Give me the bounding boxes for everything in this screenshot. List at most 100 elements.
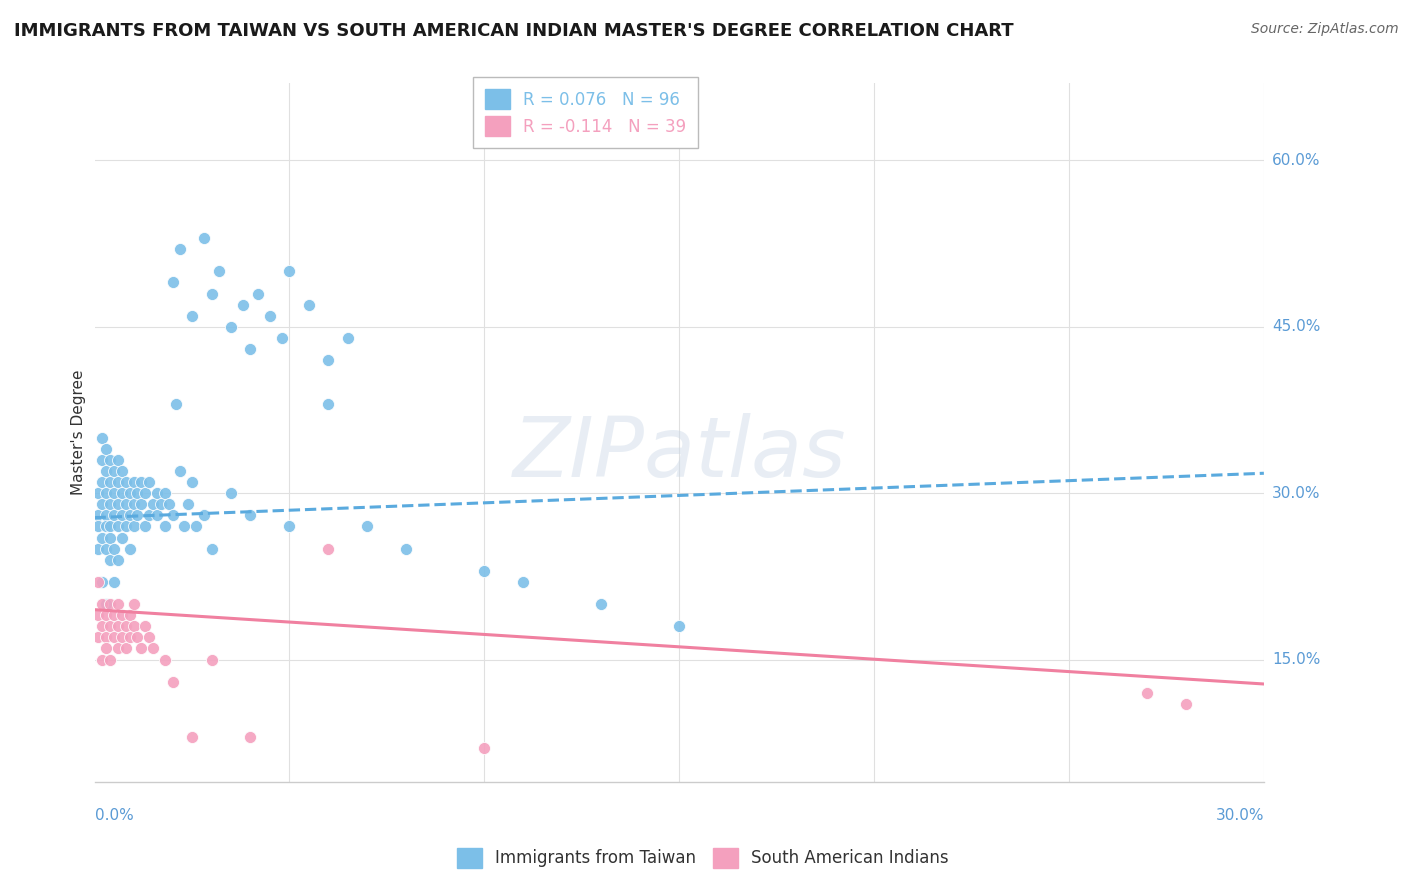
Point [395, 541, 418, 556]
Point [91, 475, 114, 490]
Point [96, 464, 118, 478]
Point [193, 508, 215, 523]
Point [122, 475, 145, 490]
Point [318, 397, 340, 411]
Point [153, 486, 176, 500]
Point [336, 331, 359, 345]
Point [107, 553, 129, 567]
Point [200, 652, 222, 666]
Point [153, 519, 176, 533]
Point [134, 519, 156, 533]
Point [107, 475, 129, 490]
Point [142, 497, 165, 511]
Point [87, 541, 110, 556]
Point [103, 541, 125, 556]
Point [131, 475, 153, 490]
Point [111, 508, 134, 523]
Point [134, 486, 156, 500]
Point [668, 619, 690, 633]
Point [157, 497, 180, 511]
Point [111, 531, 134, 545]
Point [111, 464, 134, 478]
Point [114, 475, 136, 490]
Text: 0.0%: 0.0% [94, 808, 134, 823]
Point [91, 453, 114, 467]
Point [103, 631, 125, 645]
Point [96, 442, 118, 456]
Point [91, 652, 114, 666]
Point [239, 342, 262, 356]
Point [98, 619, 121, 633]
Point [96, 631, 118, 645]
Point [131, 497, 153, 511]
Point [165, 397, 187, 411]
Point [219, 486, 242, 500]
Text: 30.0%: 30.0% [1272, 486, 1320, 500]
Point [114, 641, 136, 656]
Point [239, 508, 262, 523]
Point [134, 619, 156, 633]
Point [127, 631, 149, 645]
Point [169, 242, 191, 256]
Point [318, 353, 340, 368]
Point [107, 453, 129, 467]
Point [122, 597, 145, 611]
Point [107, 641, 129, 656]
Point [91, 531, 114, 545]
Point [114, 497, 136, 511]
Point [169, 464, 191, 478]
Point [149, 497, 172, 511]
Point [146, 508, 169, 523]
Point [1136, 686, 1159, 700]
Text: 60.0%: 60.0% [1272, 153, 1320, 168]
Point [177, 497, 200, 511]
Point [103, 574, 125, 589]
Point [96, 597, 118, 611]
Point [127, 486, 149, 500]
Point [107, 597, 129, 611]
Point [142, 641, 165, 656]
Y-axis label: Master's Degree: Master's Degree [72, 369, 86, 495]
Point [270, 331, 292, 345]
Text: 15.0%: 15.0% [1272, 652, 1320, 667]
Point [87, 574, 110, 589]
Point [103, 486, 125, 500]
Point [1174, 697, 1197, 711]
Point [114, 619, 136, 633]
Point [87, 519, 110, 533]
Point [591, 597, 613, 611]
Point [96, 541, 118, 556]
Point [239, 730, 262, 744]
Point [91, 574, 114, 589]
Point [118, 508, 141, 523]
Point [181, 309, 204, 323]
Point [98, 519, 121, 533]
Point [173, 519, 195, 533]
Point [111, 486, 134, 500]
Point [162, 508, 184, 523]
Point [118, 486, 141, 500]
Point [122, 619, 145, 633]
Point [138, 508, 160, 523]
Point [107, 619, 129, 633]
Point [162, 276, 184, 290]
Point [111, 631, 134, 645]
Point [472, 741, 495, 756]
Point [512, 574, 534, 589]
Point [259, 309, 281, 323]
Point [87, 486, 110, 500]
Point [96, 508, 118, 523]
Point [98, 553, 121, 567]
Point [96, 641, 118, 656]
Point [193, 231, 215, 245]
Point [356, 519, 378, 533]
Point [103, 508, 125, 523]
Text: 45.0%: 45.0% [1272, 319, 1320, 334]
Point [87, 608, 110, 623]
Legend: Immigrants from Taiwan, South American Indians: Immigrants from Taiwan, South American I… [450, 841, 956, 875]
Point [118, 541, 141, 556]
Point [111, 608, 134, 623]
Point [138, 631, 160, 645]
Point [122, 497, 145, 511]
Point [232, 298, 254, 312]
